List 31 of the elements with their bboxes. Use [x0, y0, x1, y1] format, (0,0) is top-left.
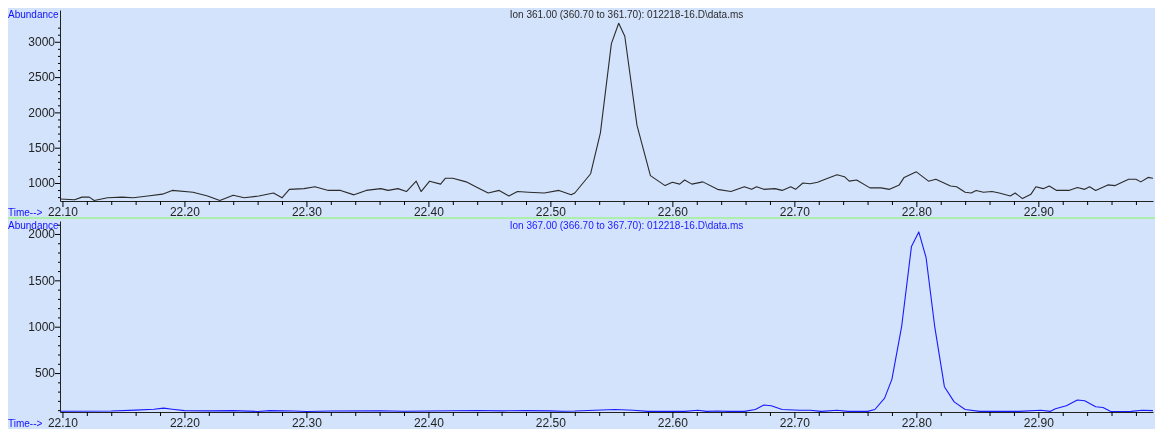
- x-tick-label: 22.60: [657, 416, 689, 429]
- y-tick-label: 500: [34, 366, 56, 381]
- x-tick-label: 22.90: [1023, 416, 1055, 429]
- y-tick-label: 3000: [28, 35, 56, 50]
- chart-title: Ion 361.00 (360.70 to 361.70): 012218-16.D\data.ms: [509, 9, 744, 20]
- x-tick-label: 22.60: [657, 205, 689, 219]
- y-tick-label: 1500: [28, 141, 56, 156]
- x-tick-label: 22.70: [779, 416, 811, 429]
- x-tick-label: 22.70: [779, 205, 811, 219]
- y-tick-label: 1500: [28, 273, 56, 288]
- y-tick-label: 1000: [28, 320, 56, 335]
- x-tick-label: 22.20: [169, 416, 201, 429]
- x-tick-label: 22.20: [169, 205, 201, 219]
- y-tick-label: 2000: [28, 105, 56, 120]
- x-tick-label: 22.10: [47, 416, 79, 429]
- x-tick-label: 22.30: [291, 416, 323, 429]
- x-tick-label: 22.50: [535, 416, 567, 429]
- x-tick-label: 22.40: [413, 205, 445, 219]
- x-tick-label: 22.40: [413, 416, 445, 429]
- x-tick-label: 22.30: [291, 205, 323, 219]
- y-tick-label: 2500: [28, 70, 56, 85]
- x-axis-title: Time-->: [8, 418, 43, 429]
- chart-title: Ion 367.00 (366.70 to 367.70): 012218-16.D\data.ms: [509, 220, 744, 231]
- y-axis-title: Abundance: [8, 9, 60, 20]
- x-tick-label: 22.80: [901, 416, 933, 429]
- x-tick-label: 22.90: [1023, 205, 1055, 219]
- x-tick-label: 22.10: [47, 205, 79, 219]
- x-tick-label: 22.50: [535, 205, 567, 219]
- y-tick-label: 1000: [28, 176, 56, 191]
- x-axis-title: Time-->: [8, 207, 43, 218]
- x-tick-label: 22.80: [901, 205, 933, 219]
